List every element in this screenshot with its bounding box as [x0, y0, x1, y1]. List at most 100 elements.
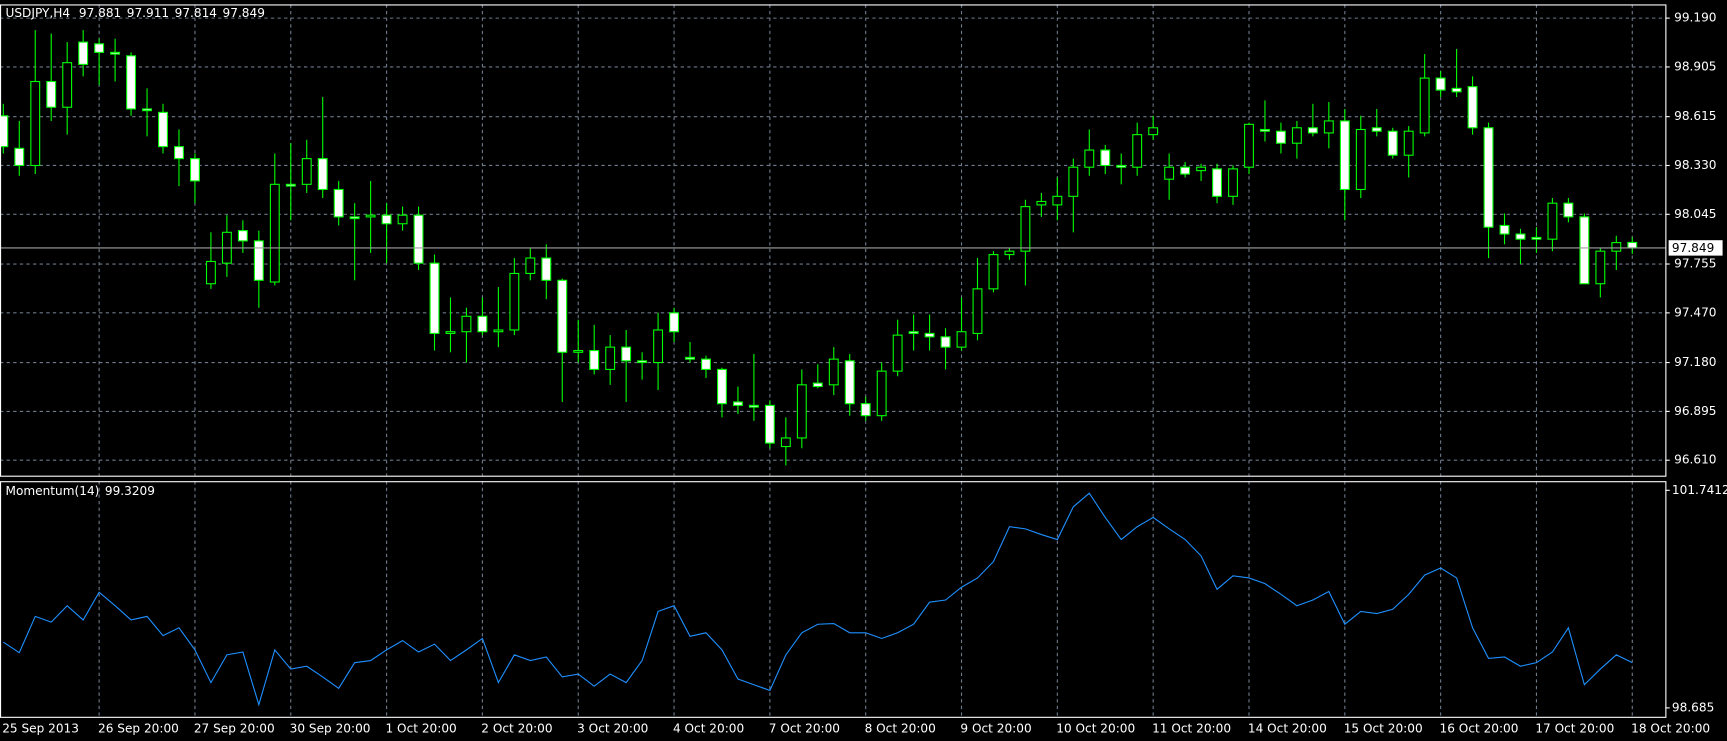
candle-body — [1515, 233, 1526, 240]
candle-body — [828, 358, 839, 386]
y-tick-label: 99.190 — [1674, 11, 1716, 25]
last-close: 97.849 — [223, 6, 265, 20]
price-label: 97.849 — [1672, 241, 1714, 255]
candle-body — [1180, 166, 1191, 175]
y-tick-label: 97.755 — [1674, 257, 1716, 271]
candle-body — [1355, 128, 1366, 191]
candle-body — [860, 403, 871, 417]
candle-body — [1595, 250, 1606, 285]
candle-body — [0, 115, 9, 148]
candle-body — [365, 214, 376, 218]
candle-body — [1212, 168, 1223, 197]
candle-body — [844, 360, 855, 405]
candle-body — [1451, 87, 1462, 93]
candle-body — [349, 216, 360, 220]
grid — [0, 4, 1666, 717]
candle-body — [126, 55, 137, 110]
candle-body — [1148, 127, 1159, 136]
candle-body — [605, 346, 616, 370]
candle-body — [1004, 250, 1015, 256]
candle-body — [189, 158, 200, 182]
x-tick-label: 7 Oct 20:00 — [769, 721, 840, 735]
x-tick-label: 8 Oct 20:00 — [865, 721, 936, 735]
candle-body — [1084, 149, 1095, 168]
y-tick-label: 97.180 — [1674, 355, 1716, 369]
candle-body — [1036, 200, 1047, 206]
candle-body — [509, 272, 520, 331]
candle-body — [732, 401, 743, 406]
candle-body — [1068, 166, 1079, 197]
x-tick-label: 17 Oct 20:00 — [1535, 721, 1614, 735]
x-tick-label: 15 Oct 20:00 — [1344, 721, 1423, 735]
symbol: USDJPY,H4 — [6, 6, 71, 20]
x-tick-label: 30 Sep 20:00 — [290, 721, 371, 735]
last-high: 97.911 — [127, 6, 169, 20]
x-tick-label: 4 Oct 20:00 — [673, 721, 744, 735]
candle-body — [669, 312, 680, 333]
candle-body — [621, 346, 632, 362]
candle-body — [972, 288, 983, 334]
candle-body — [653, 329, 664, 364]
marks — [0, 30, 1666, 707]
price-panel-frame — [0, 4, 1667, 477]
momentum-panel-frame — [0, 481, 1667, 718]
indicator-name: Momentum(14) — [6, 484, 100, 498]
x-tick-label: 1 Oct 20:00 — [385, 721, 456, 735]
y-tick-label: 98.045 — [1674, 207, 1716, 221]
candle-body — [493, 329, 504, 333]
candle-body — [748, 404, 759, 408]
candle-body — [876, 370, 887, 417]
candle-body — [1244, 123, 1254, 168]
candle-body — [1419, 77, 1430, 134]
price-title: USDJPY,H4 97.881 97.911 97.814 97.849 — [6, 6, 265, 20]
y-tick-label: 98.905 — [1674, 59, 1716, 73]
x-tick-label: 10 Oct 20:00 — [1056, 721, 1135, 735]
candle-body — [541, 257, 552, 281]
last-open: 97.881 — [79, 6, 121, 20]
candle-body — [956, 331, 967, 348]
candle-body — [1483, 127, 1494, 228]
candle-body — [685, 356, 695, 360]
candle-body — [1611, 242, 1622, 252]
y-tick-label: 96.895 — [1674, 404, 1716, 418]
candle-body — [717, 368, 727, 405]
candle-body — [445, 331, 456, 334]
candle-body — [78, 41, 89, 65]
candle-body — [1100, 149, 1111, 167]
candle-body — [892, 334, 903, 372]
candle-body — [158, 111, 168, 148]
last-low: 97.814 — [175, 6, 218, 20]
x-tick-label: 18 Oct 20:00 — [1631, 721, 1710, 735]
x-tick-label: 27 Sep 20:00 — [194, 721, 275, 735]
price-label-box — [1668, 240, 1723, 256]
x-tick-label: 11 Oct 20:00 — [1152, 721, 1231, 735]
momentum-line — [2, 492, 1633, 707]
indicator-value: 99.3209 — [105, 484, 155, 498]
candle-body — [94, 43, 105, 53]
candle-body — [1531, 236, 1542, 240]
candle-body — [1116, 164, 1127, 168]
y-tick-label: 98.685 — [1672, 700, 1714, 714]
candle-body — [908, 331, 919, 334]
candle-body — [317, 158, 328, 191]
candle-body — [1307, 127, 1318, 134]
candle-body — [142, 108, 152, 112]
candle-body — [205, 260, 216, 285]
candle-body — [940, 336, 951, 348]
candle-body — [301, 158, 312, 185]
x-tick-label: 25 Sep 2013 — [2, 721, 79, 735]
candle-body — [701, 358, 711, 370]
candle-body — [1260, 128, 1270, 132]
candle-body — [62, 62, 73, 108]
candle-body — [1387, 130, 1398, 156]
candle-body — [1228, 168, 1238, 197]
x-tick-label: 3 Oct 20:00 — [577, 721, 648, 735]
candle-body — [1579, 216, 1590, 285]
candle-body — [1132, 134, 1143, 168]
candle-body — [1164, 166, 1175, 180]
candle-body — [397, 214, 408, 225]
candle-body — [1403, 130, 1414, 156]
